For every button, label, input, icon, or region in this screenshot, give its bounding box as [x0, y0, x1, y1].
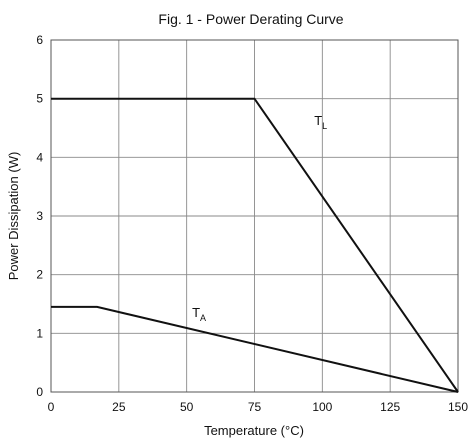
x-tick-label: 125	[380, 400, 400, 414]
chart-title: Fig. 1 - Power Derating Curve	[158, 11, 343, 27]
x-axis-label: Temperature (°C)	[204, 423, 304, 438]
y-tick-label: 3	[36, 209, 43, 223]
x-tick-label: 0	[48, 400, 55, 414]
y-axis-label: Power Dissipation (W)	[6, 152, 21, 281]
x-tick-label: 75	[248, 400, 262, 414]
series-line-tl	[51, 97, 459, 393]
series-line-ta	[51, 305, 459, 393]
series-lines	[51, 97, 459, 393]
x-tick-labels: 0 25 50 75 100 125 150	[48, 400, 468, 414]
y-tick-label: 0	[36, 385, 43, 399]
x-tick-label: 100	[312, 400, 332, 414]
y-tick-label: 1	[36, 326, 43, 340]
y-tick-label: 2	[36, 268, 43, 282]
series-label-tl: TL	[314, 113, 327, 131]
y-tick-labels: 0 1 2 3 4 5 6	[36, 33, 43, 399]
x-tick-label: 50	[180, 400, 194, 414]
y-tick-label: 6	[36, 33, 43, 47]
grid-lines	[50, 39, 459, 393]
x-tick-label: 150	[448, 400, 468, 414]
plot-frame	[50, 39, 459, 393]
series-labels: TL TA	[192, 113, 327, 323]
x-tick-label: 25	[112, 400, 126, 414]
y-tick-label: 5	[36, 92, 43, 106]
y-tick-label: 4	[36, 150, 43, 164]
series-label-ta: TA	[192, 305, 206, 323]
